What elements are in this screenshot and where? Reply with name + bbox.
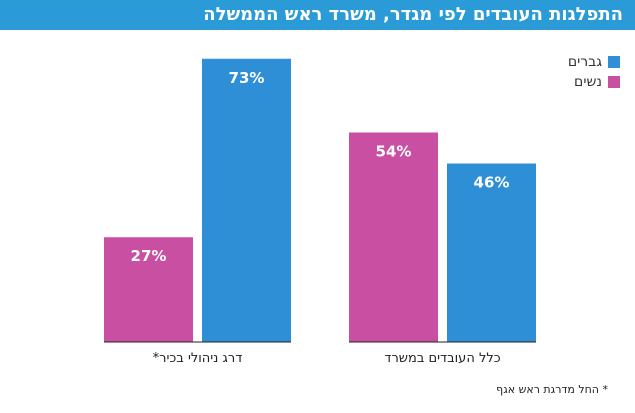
footnote: * החל מדרגת ראש אגף <box>496 383 608 396</box>
bar-women-1 <box>349 132 438 342</box>
legend: גברים נשים <box>568 52 620 92</box>
chart-title: התפלגות העובדים לפי מגדר, משרד ראש הממשל… <box>203 4 623 25</box>
category-label-0: דרג ניהולי בכיר* <box>153 351 243 366</box>
bar-men-1 <box>447 163 536 342</box>
legend-label-men: גברים <box>567 54 602 70</box>
legend-swatch-men <box>608 56 620 68</box>
bar-women-0 <box>104 237 193 342</box>
bar-men-0 <box>202 58 291 342</box>
title-bar: התפלגות העובדים לפי מגדר, משרד ראש הממשל… <box>0 0 635 30</box>
legend-label-women: נשים <box>574 74 602 90</box>
data-label-men-0: 73% <box>229 69 265 87</box>
data-label-men-1: 46% <box>474 174 510 192</box>
category-label-1: כלל העובדים במשרד <box>384 351 500 366</box>
legend-item-women: נשים <box>568 72 620 92</box>
data-label-women-1: 54% <box>376 142 412 160</box>
data-label-women-0: 27% <box>131 247 167 265</box>
legend-swatch-women <box>608 76 620 88</box>
legend-item-men: גברים <box>568 52 620 72</box>
